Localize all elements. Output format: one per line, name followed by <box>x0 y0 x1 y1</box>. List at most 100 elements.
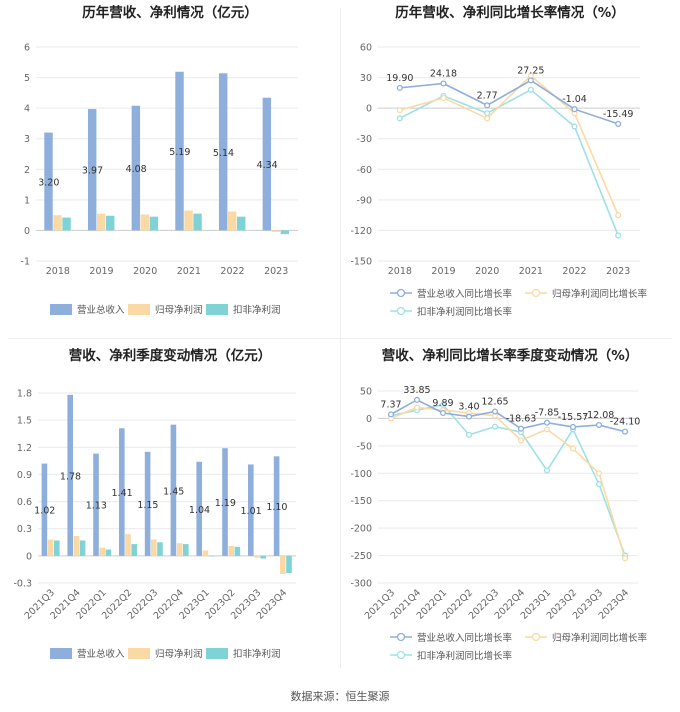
bar-revenue <box>144 451 151 556</box>
y-tick-label: 3 <box>24 134 30 145</box>
bar-data-label: 1.15 <box>137 500 158 511</box>
series-line-deducted-profit <box>390 403 626 556</box>
bar-revenue <box>222 448 228 556</box>
series-point <box>569 423 577 431</box>
line-data-label: -24.10 <box>610 417 641 428</box>
bar-data-label: 1.13 <box>86 501 107 512</box>
series-point <box>517 425 525 432</box>
quarterly-growth-panel: 营收、净利同比增长率季度变动情况（%） -300 -250 -200 -150 -100 -… <box>340 338 680 683</box>
series-line-revenue <box>399 79 619 125</box>
legend-marker <box>396 306 406 316</box>
bar-net-profit <box>280 555 286 574</box>
bar-net-profit <box>140 214 150 231</box>
y-tick-label: 1 <box>24 195 30 206</box>
y-tick-label: 5 <box>24 73 30 84</box>
x-tick-label: 2019 <box>431 266 455 277</box>
horizontal-divider <box>8 338 672 339</box>
line-data-label: 9.89 <box>432 398 453 409</box>
series-point <box>615 232 622 239</box>
bar-data-label: 1.01 <box>241 506 262 517</box>
bar-deducted-profit <box>62 217 71 231</box>
series-point <box>396 115 403 122</box>
series-point <box>491 423 499 430</box>
y-tick-label: -60 <box>356 165 372 176</box>
series-point <box>491 408 499 415</box>
x-tick-label: 2022 <box>220 266 244 277</box>
y-tick-label: 0 <box>26 551 32 562</box>
bar-net-profit <box>176 543 183 556</box>
x-tick-label: 2023 <box>264 266 288 277</box>
y-tick-label: 1.2 <box>17 443 32 454</box>
bar-revenue <box>119 428 125 556</box>
series-point <box>439 401 447 408</box>
annual-growth-line-chart: 历年营收、净利同比增长率情况（%） -150 -120 -90 -60 -30 0 30 60 2… <box>350 4 647 318</box>
series-point <box>543 419 551 426</box>
y-tick-label: 0.3 <box>17 524 32 535</box>
legend-marker <box>531 288 541 298</box>
y-tick-label: 50 <box>360 387 372 398</box>
bar-revenue <box>41 463 48 556</box>
bar-deducted-profit <box>149 216 159 231</box>
bar-net-profit <box>47 539 54 556</box>
legend-swatch <box>50 304 72 315</box>
line-data-label: 19.90 <box>386 73 413 84</box>
chart-title: 营收、净利同比增长率季度变动情况（%） <box>382 347 639 364</box>
line-data-label: -15.57 <box>558 412 589 423</box>
legend-swatch <box>128 304 150 315</box>
y-tick-label: 0 <box>366 414 372 425</box>
series-point <box>387 411 395 418</box>
bar-revenue <box>196 461 203 556</box>
series-point <box>413 396 421 403</box>
bar-net-profit <box>73 535 80 556</box>
y-tick-label: -150 <box>350 257 372 268</box>
bar-data-label: 4.08 <box>126 164 147 175</box>
bar-deducted-profit <box>105 549 112 556</box>
y-tick-label: 4 <box>24 104 30 115</box>
legend-label: 营业总收入同比增长率 <box>417 288 513 300</box>
bar-data-label: 1.10 <box>266 502 287 513</box>
series-point <box>465 413 473 420</box>
x-tick-label: 2022 <box>562 266 586 277</box>
bar-data-label: 5.14 <box>213 148 234 159</box>
series-point <box>484 102 491 109</box>
legend-marker <box>396 650 406 660</box>
series-point <box>396 107 403 114</box>
annual-bar-chart: 历年营收、净利情况（亿元） -1 0 1 2 3 4 5 6 2018 2019 2020 2021 20… <box>21 4 298 316</box>
legend-label: 营业总收入 <box>77 648 125 660</box>
x-tick-label: 2021 <box>177 266 201 277</box>
x-tick-label: 2018 <box>46 266 70 277</box>
legend-marker <box>396 632 406 642</box>
bar-net-profit <box>99 547 105 556</box>
legend-marker <box>396 288 406 298</box>
legend-label: 归母净利润 <box>155 648 203 660</box>
y-tick-label: 2 <box>24 165 30 176</box>
x-tick-label: 2018 <box>388 266 412 277</box>
line-data-label: 3.40 <box>458 402 479 413</box>
quarterly-bar-chart: 营收、净利季度变动情况（亿元）-0.300.30.60.91.21.51.820… <box>13 347 296 660</box>
series-point <box>413 404 421 411</box>
bar-net-profit <box>271 230 281 232</box>
legend-label: 营业总收入同比增长率 <box>417 632 513 644</box>
bar-net-profit <box>125 534 131 556</box>
series-point <box>595 422 603 429</box>
legend-label: 归母净利润 <box>155 304 203 316</box>
series-line-revenue <box>390 398 626 433</box>
bar-deducted-profit <box>182 544 189 556</box>
bar-net-profit <box>151 539 157 556</box>
y-tick-label: -50 <box>356 441 372 452</box>
bar-revenue <box>67 394 74 556</box>
x-tick-label: 2019 <box>89 266 113 277</box>
series-point <box>484 115 491 122</box>
y-tick-label: 6 <box>24 43 30 54</box>
line-data-label: 27.25 <box>517 65 544 76</box>
bar-data-label: 3.97 <box>82 166 103 177</box>
bar-net-profit <box>202 550 209 556</box>
y-tick-label: 1.5 <box>17 416 32 427</box>
series-point <box>527 77 534 84</box>
y-tick-label: -90 <box>356 195 372 206</box>
bar-deducted-profit <box>193 213 202 231</box>
line-data-label: 2.77 <box>477 90 498 101</box>
y-tick-label: -200 <box>350 524 372 535</box>
bar-data-label: 1.19 <box>215 498 236 509</box>
